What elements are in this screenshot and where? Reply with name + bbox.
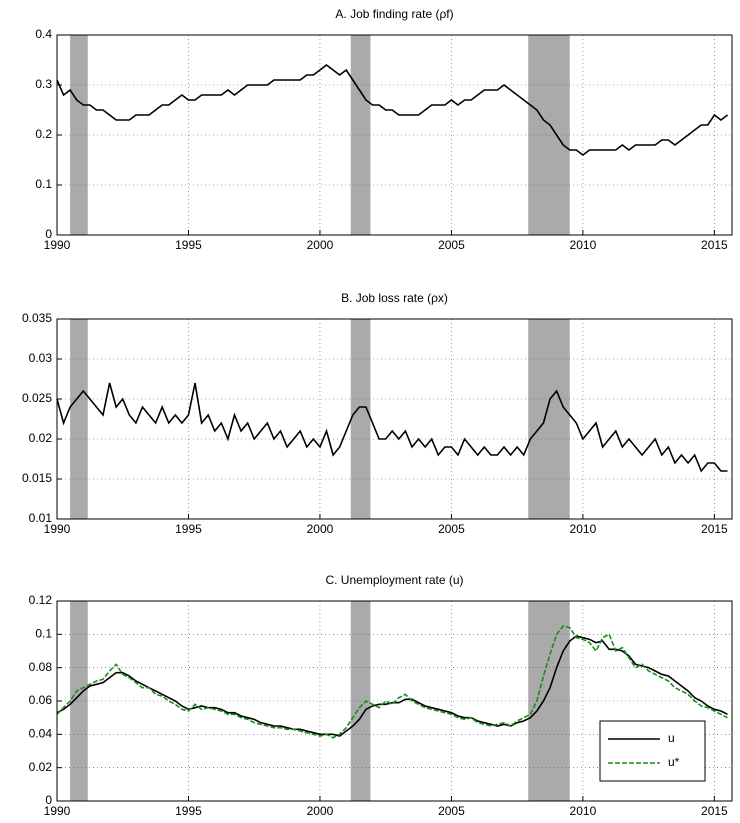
x-tick-label: 1995 xyxy=(175,238,202,252)
recession-band xyxy=(350,319,371,519)
recession-band xyxy=(70,601,88,801)
x-tick-label: 2010 xyxy=(570,238,597,252)
x-tick-label: 1990 xyxy=(44,522,71,536)
recession-band xyxy=(350,601,371,801)
y-tick-label: 0.03 xyxy=(29,351,53,365)
legend-label: u xyxy=(668,731,675,745)
y-tick-label: 0.025 xyxy=(22,391,52,405)
series-line xyxy=(56,382,728,473)
chart-title: B. Job loss rate (ρx) xyxy=(341,291,448,305)
y-tick-label: 0.035 xyxy=(22,311,52,325)
recession-band xyxy=(70,35,88,235)
y-tick-label: 0.1 xyxy=(35,177,52,191)
chart-title: A. Job finding rate (ρf) xyxy=(335,7,453,21)
x-tick-label: 1995 xyxy=(175,804,202,818)
y-tick-label: 0.2 xyxy=(35,127,52,141)
chart-title: C. Unemployment rate (u) xyxy=(325,573,463,587)
legend-box xyxy=(599,720,706,782)
recession-band xyxy=(528,601,570,801)
x-tick-label: 1990 xyxy=(44,804,71,818)
x-tick-label: 2000 xyxy=(307,804,334,818)
legend-label: u* xyxy=(668,755,680,769)
y-tick-label: 0.02 xyxy=(29,431,53,445)
x-tick-label: 1995 xyxy=(175,522,202,536)
x-tick-label: 2015 xyxy=(701,238,728,252)
series-line xyxy=(56,625,728,739)
x-tick-label: 2005 xyxy=(438,522,465,536)
x-tick-label: 2005 xyxy=(438,238,465,252)
y-tick-label: 0.04 xyxy=(29,727,53,741)
y-tick-label: 0.02 xyxy=(29,760,53,774)
axes-frame xyxy=(56,600,733,802)
x-tick-label: 2010 xyxy=(570,804,597,818)
y-tick-label: 0.06 xyxy=(29,693,53,707)
x-tick-label: 1990 xyxy=(44,238,71,252)
y-tick-label: 0 xyxy=(45,793,52,807)
recession-band xyxy=(528,35,570,235)
y-tick-label: 0.01 xyxy=(29,511,53,525)
x-tick-label: 2015 xyxy=(701,522,728,536)
recession-band xyxy=(70,319,88,519)
y-tick-label: 0.1 xyxy=(35,627,52,641)
x-tick-label: 2015 xyxy=(701,804,728,818)
axes-frame xyxy=(56,34,733,236)
x-tick-label: 2000 xyxy=(307,238,334,252)
x-tick-label: 2000 xyxy=(307,522,334,536)
y-tick-label: 0.08 xyxy=(29,660,53,674)
y-tick-label: 0 xyxy=(45,227,52,241)
y-tick-label: 0.015 xyxy=(22,471,52,485)
axes-frame xyxy=(56,318,733,520)
y-tick-label: 0.3 xyxy=(35,77,52,91)
y-tick-label: 0.12 xyxy=(29,593,53,607)
series-line xyxy=(56,63,729,157)
x-tick-label: 2010 xyxy=(570,522,597,536)
x-tick-label: 2005 xyxy=(438,804,465,818)
y-tick-label: 0.4 xyxy=(35,27,52,41)
recession-band xyxy=(528,319,570,519)
